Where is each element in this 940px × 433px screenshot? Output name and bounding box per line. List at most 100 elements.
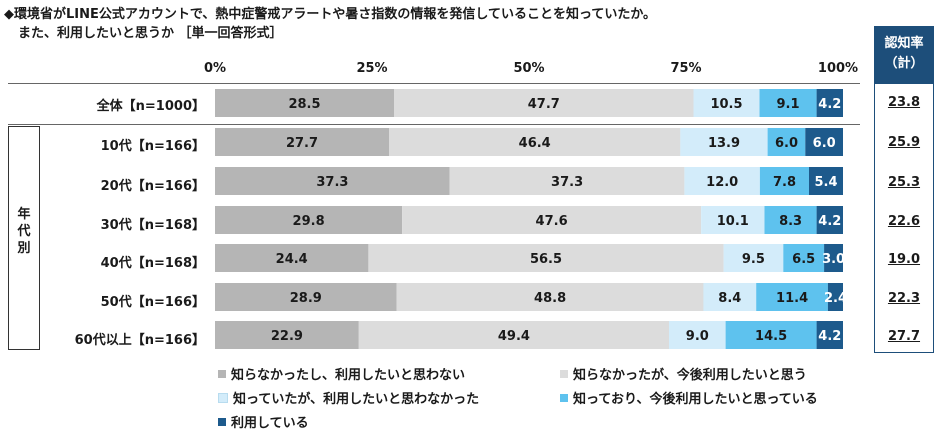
- bar-label-r0-s3: 9.1: [776, 97, 799, 112]
- bar-label-r0-s0: 28.5: [288, 97, 320, 112]
- bar-segment-r4-s3: [783, 244, 825, 272]
- bar-segment-r3-s4: [816, 206, 843, 234]
- bar-segment-r5-s2: [703, 283, 757, 311]
- recognition-rate-header-line1: 認知率: [884, 36, 924, 51]
- bar-label-r3-s1: 47.6: [536, 214, 568, 229]
- bar-label-r0-s4: 4.2: [818, 97, 841, 112]
- recognition-rate-30s: 22.6: [887, 214, 921, 229]
- bar-label-r1-s2: 13.9: [708, 136, 740, 151]
- bar-segment-r4-s0: [215, 244, 369, 272]
- bar-segment-r2-s1: [449, 167, 685, 195]
- bar-label-r1-s3: 6.0: [775, 136, 798, 151]
- bar-segment-r6-s1: [358, 321, 669, 349]
- bar-segment-r4-s2: [723, 244, 784, 272]
- row-label-40s: 40代【n=168】: [100, 256, 205, 271]
- legend-swatch-2: [560, 369, 568, 378]
- bar-segment-r3-s1: [402, 206, 701, 234]
- age-group-char-2: 代: [17, 224, 31, 239]
- bar-segment-r0-s1: [394, 89, 694, 117]
- bar-label-r2-s2: 12.0: [706, 175, 738, 190]
- bar-label-r1-s1: 46.4: [519, 136, 551, 151]
- bar-label-r2-s4: 5.4: [814, 175, 837, 190]
- bar-label-r1-s0: 27.7: [286, 136, 318, 151]
- bar-label-r5-s2: 8.4: [718, 291, 741, 306]
- row-label-10s: 10代【n=166】: [100, 139, 205, 154]
- legend-swatch-5: [218, 417, 226, 426]
- legend-label-1: 知らなかったし、利用したいと思わない: [231, 368, 466, 383]
- chart-title-line2: また、利用したいと思うか ［単一回答形式］: [18, 26, 283, 41]
- bar-label-r3-s0: 29.8: [293, 214, 325, 229]
- bar-label-r2-s1: 37.3: [551, 175, 583, 190]
- row-label-60s-plus: 60代以上【n=166】: [74, 333, 205, 348]
- bar-segment-r4-s1: [368, 244, 724, 272]
- legend-item-2: 知らなかったが、今後利用したいと思う: [560, 364, 807, 383]
- bar-label-r4-s0: 24.4: [276, 252, 308, 267]
- bar-segment-r5-s3: [756, 283, 828, 311]
- bar-label-r2-s0: 37.3: [316, 175, 348, 190]
- legend-item-4: 知っており、今後利用したいと思っている: [560, 388, 818, 407]
- bar-segment-r1-s3: [767, 128, 806, 156]
- bar-segment-r6-s0: [215, 321, 359, 349]
- x-tick-75: 75%: [670, 61, 702, 76]
- total-divider: [8, 124, 860, 125]
- bar-segment-r3-s2: [701, 206, 765, 234]
- bar-segment-r5-s0: [215, 283, 397, 311]
- x-tick-0: 0%: [203, 61, 227, 76]
- bar-segment-r3-s0: [215, 206, 403, 234]
- bar-label-r5-s0: 28.9: [290, 291, 322, 306]
- bar-label-r6-s3: 14.5: [755, 329, 787, 344]
- legend-item-3: 知っていたが、利用したいと思わなかった: [218, 388, 479, 407]
- bar-label-r5-s3: 11.4: [776, 291, 808, 306]
- bar-label-r4-s2: 9.5: [742, 252, 765, 267]
- bar-label-r6-s1: 49.4: [498, 329, 530, 344]
- age-group-label: 年 代 別: [8, 206, 40, 257]
- age-group-char-1: 年: [17, 207, 31, 222]
- recognition-rate-frame: [874, 83, 934, 353]
- bar-segment-r0-s4: [816, 89, 843, 117]
- recognition-rate-50s: 22.3: [887, 291, 921, 306]
- legend-item-1: 知らなかったし、利用したいと思わない: [218, 364, 465, 383]
- bar-label-r6-s0: 22.9: [271, 329, 303, 344]
- bar-segment-r2-s3: [759, 167, 809, 195]
- x-tick-25: 25%: [356, 61, 388, 76]
- age-group-box: [8, 126, 40, 350]
- bar-label-r4-s1: 56.5: [530, 252, 562, 267]
- x-tick-50: 50%: [513, 61, 545, 76]
- bar-label-r3-s3: 8.3: [779, 214, 802, 229]
- recognition-rate-60s-plus: 27.7: [887, 329, 921, 344]
- legend-swatch-3: [218, 392, 228, 403]
- recognition-rate-header: 認知率 （計）: [874, 26, 934, 83]
- bar-label-r3-s4: 4.2: [818, 214, 841, 229]
- bar-segment-r1-s2: [680, 128, 768, 156]
- bar-label-r6-s4: 4.2: [818, 329, 841, 344]
- legend-label-2: 知らなかったが、今後利用したいと思う: [573, 368, 807, 383]
- bar-segment-r1-s1: [389, 128, 681, 156]
- legend-swatch-4: [560, 393, 568, 402]
- bar-segment-r0-s0: [215, 89, 394, 117]
- legend-item-5: 利用している: [218, 412, 309, 431]
- header-divider: [8, 83, 860, 84]
- row-label-50s: 50代【n=166】: [100, 295, 205, 310]
- bar-segment-r3-s3: [764, 206, 817, 234]
- bar-label-r6-s2: 9.0: [686, 329, 709, 344]
- row-label-total: 全体【n=1000】: [96, 99, 205, 114]
- bar-segment-r2-s2: [684, 167, 760, 195]
- bar-segment-r6-s4: [816, 321, 843, 349]
- bar-label-r3-s2: 10.1: [717, 214, 749, 229]
- legend-label-3: 知っていたが、利用したいと思わなかった: [233, 392, 480, 407]
- bar-label-r4-s4: 3.0: [822, 252, 845, 267]
- bar-label-r5-s4: 2.4: [824, 291, 847, 306]
- bar-label-r4-s3: 6.5: [792, 252, 815, 267]
- chart-title-line1: ◆環境省がLINE公式アカウントで、熱中症警戒アラートや暑さ指数の情報を発信して…: [4, 7, 657, 22]
- bar-label-r0-s2: 10.5: [710, 97, 742, 112]
- recognition-rate-total: 23.8: [887, 95, 921, 110]
- recognition-rate-40s: 19.0: [887, 252, 921, 267]
- recognition-rate-10s: 25.9: [887, 135, 921, 150]
- bar-segment-r6-s3: [725, 321, 817, 349]
- bar-segment-r1-s4: [805, 128, 843, 156]
- bar-segment-r5-s4: [827, 283, 843, 311]
- bar-label-r0-s1: 47.7: [528, 97, 560, 112]
- x-tick-100: 100%: [817, 61, 859, 76]
- bar-label-r2-s3: 7.8: [773, 175, 796, 190]
- age-group-char-3: 別: [17, 241, 31, 256]
